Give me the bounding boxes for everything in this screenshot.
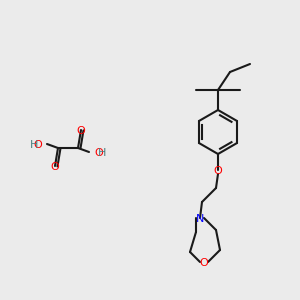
Text: O: O <box>200 258 208 268</box>
Text: N: N <box>196 214 204 224</box>
Text: O: O <box>94 148 103 158</box>
Text: H: H <box>30 140 38 150</box>
Text: O: O <box>76 126 85 136</box>
Text: H: H <box>98 148 106 158</box>
Text: O: O <box>33 140 42 150</box>
Text: O: O <box>214 166 222 176</box>
Text: O: O <box>51 162 59 172</box>
